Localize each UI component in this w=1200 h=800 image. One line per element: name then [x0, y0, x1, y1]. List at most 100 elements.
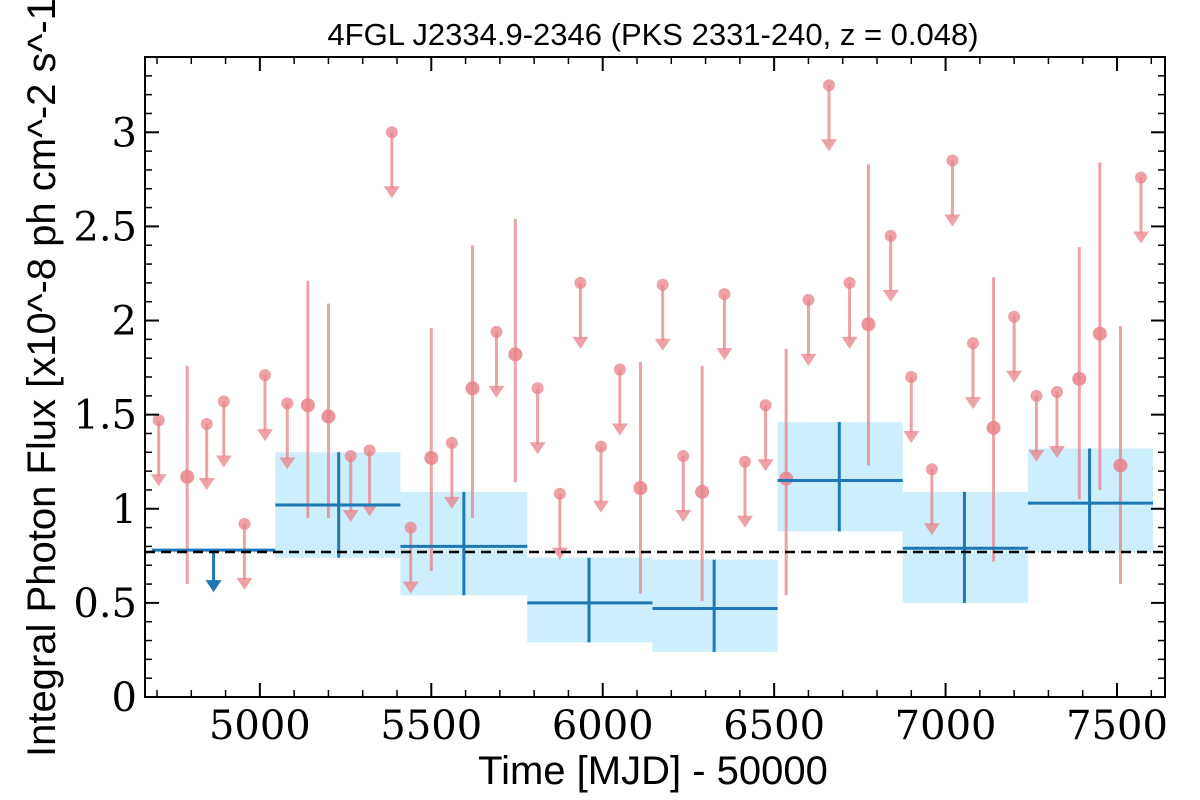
fine-upper-limit-point-30 [1008, 310, 1021, 323]
y-tick-label-6: 3 [112, 110, 137, 156]
fine-upper-limit-point-12 [531, 382, 544, 395]
fine-upper-limit-18-head [675, 510, 692, 523]
fine-upper-limit-point-15 [595, 440, 607, 453]
fine-upper-limit-28-head [944, 214, 961, 227]
y-tick-label-3: 1.5 [73, 393, 137, 439]
fine-upper-limit-point-13 [553, 487, 566, 500]
fine-point-11 [1072, 371, 1087, 386]
y-tick-label-1: 0.5 [73, 581, 137, 627]
fine-upper-limit-point-8 [385, 126, 398, 139]
fine-upper-limit-point-18 [677, 450, 690, 463]
fine-upper-limit-point-7 [363, 444, 376, 457]
y-tick-label-5: 2.5 [73, 204, 137, 250]
fine-upper-limit-point-4 [259, 369, 271, 382]
chart-title-group: 4FGL J2334.9-2346 (PKS 2331-240, z = 0.0… [327, 17, 978, 52]
fine-upper-limit-point-23 [823, 79, 835, 92]
fine-point-12 [1092, 326, 1107, 341]
fine-upper-limit-10-head [443, 496, 460, 509]
x-tick-label-0: 5000 [209, 703, 311, 749]
fine-upper-limit-14-head [572, 336, 589, 349]
fine-upper-limit-23-head [821, 139, 837, 152]
fine-upper-limit-31-head [1028, 449, 1045, 462]
fine-upper-limit-point-0 [152, 414, 165, 427]
x-tick-label-4: 7000 [895, 703, 997, 749]
fine-upper-limit-0-head [150, 474, 167, 487]
fine-upper-limit-point-29 [967, 337, 979, 350]
x-tick-label-5: 7500 [1066, 703, 1168, 749]
fine-point-1 [300, 398, 315, 413]
fine-point-2 [321, 409, 336, 424]
x-axis-label: Time [MJD] - 50000 [478, 749, 828, 793]
fine-upper-limit-26-head [903, 431, 920, 443]
coarse-bin-series [151, 422, 1153, 652]
y-tick-label-0: 0 [112, 675, 137, 721]
chart-title: 4FGL J2334.9-2346 (PKS 2331-240, z = 0.0… [327, 17, 978, 52]
fine-upper-limit-point-14 [574, 276, 587, 289]
fine-bin-series [150, 79, 1149, 601]
fine-upper-limit-point-2 [217, 395, 230, 408]
fine-upper-limit-2-head [215, 455, 232, 468]
fine-upper-limit-15-head [593, 500, 609, 513]
y-axis-label: Integral Photon Flux [x10^-8 ph cm^-2 s^… [20, 0, 64, 757]
fine-upper-limit-3-head [236, 577, 253, 590]
fine-point-8 [779, 471, 794, 486]
fine-upper-limit-5-head [279, 457, 296, 470]
fine-upper-limit-point-6 [344, 450, 357, 463]
fine-point-9 [861, 317, 876, 332]
y-tick-label-2: 1 [112, 487, 137, 533]
fine-upper-limit-27-head [923, 523, 940, 536]
y-tick-label-4: 2 [112, 299, 137, 345]
x-tick-label-1: 5500 [380, 703, 482, 749]
fine-upper-limit-17-head [654, 338, 671, 351]
fine-upper-limit-point-26 [905, 371, 918, 383]
fine-upper-limit-20-head [737, 515, 753, 528]
fine-upper-limit-33-head [1133, 231, 1149, 244]
fine-upper-limit-point-27 [925, 463, 938, 476]
coarse-ul-head-0 [205, 580, 222, 593]
fine-upper-limit-30-head [1006, 370, 1023, 383]
fine-upper-limit-point-32 [1051, 386, 1063, 399]
y-axis-ticks: 0 0.5 1 1.5 2 2.5 3 [73, 75, 1165, 721]
fine-upper-limit-point-16 [613, 363, 626, 376]
fine-upper-limit-12-head [529, 442, 546, 455]
fine-upper-limit-point-31 [1030, 389, 1043, 402]
fine-upper-limit-16-head [611, 423, 628, 436]
fine-upper-limit-point-24 [843, 276, 856, 289]
fine-upper-limit-1-head [198, 478, 215, 491]
x-axis-ticks: 5000 5500 6000 6500 7000 7500 [156, 57, 1168, 749]
fine-point-6 [633, 481, 648, 496]
fine-upper-limit-19-head [716, 348, 733, 361]
fine-upper-limit-25-head [882, 289, 899, 302]
fine-upper-limit-point-17 [656, 278, 669, 291]
fine-upper-limit-11-head [488, 385, 505, 398]
fine-point-0 [180, 469, 195, 484]
fine-upper-limit-21-head [757, 459, 774, 472]
fine-point-13 [1113, 458, 1128, 473]
fine-upper-limit-point-21 [759, 399, 772, 412]
fine-upper-limit-32-head [1049, 446, 1065, 459]
fine-upper-limit-point-28 [946, 154, 959, 167]
fine-upper-limit-4-head [257, 429, 273, 442]
fine-upper-limit-point-5 [281, 397, 294, 410]
fine-upper-limit-13-head [551, 547, 568, 560]
fine-upper-limit-9-head [402, 581, 419, 594]
fine-upper-limit-point-10 [445, 436, 458, 449]
fine-upper-limit-point-11 [490, 325, 503, 338]
fine-upper-limit-7-head [361, 504, 378, 517]
fine-upper-limit-point-25 [884, 229, 897, 242]
fine-upper-limit-6-head [342, 510, 359, 523]
fine-upper-limit-point-20 [739, 455, 751, 468]
fine-upper-limit-point-9 [404, 521, 417, 534]
fine-point-4 [465, 381, 480, 396]
fine-upper-limit-29-head [965, 397, 981, 410]
x-tick-label-2: 6000 [552, 703, 654, 749]
x-tick-label-3: 6500 [723, 703, 825, 749]
fine-point-3 [424, 450, 439, 465]
fine-upper-limit-point-22 [802, 293, 815, 306]
fine-upper-limit-point-1 [200, 418, 213, 431]
fine-point-5 [508, 347, 523, 362]
fine-point-10 [986, 420, 1001, 435]
fine-upper-limit-point-33 [1135, 171, 1147, 184]
fine-upper-limit-24-head [841, 336, 858, 349]
